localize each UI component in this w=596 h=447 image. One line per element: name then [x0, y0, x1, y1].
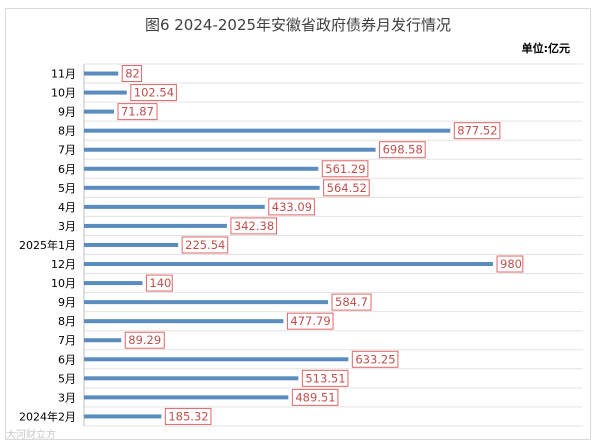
category-label: 10月: [51, 277, 76, 290]
data-label: 102.54: [134, 86, 174, 100]
data-label: 185.32: [168, 409, 208, 423]
bar: [84, 319, 284, 324]
bar: [84, 262, 494, 267]
category-label: 6月: [58, 353, 76, 366]
bar: [84, 338, 122, 343]
category-label: 3月: [58, 391, 76, 404]
category-label: 2025年1月: [19, 238, 76, 252]
bar: [84, 223, 227, 228]
data-label: 584.7: [335, 295, 368, 309]
watermark: 大河财立方: [6, 430, 56, 441]
bar: [84, 414, 162, 419]
bar: [84, 90, 127, 95]
category-label: 2024年2月: [19, 409, 76, 423]
data-label: 561.29: [325, 162, 365, 176]
data-label: 82: [125, 67, 140, 81]
category-label: 9月: [58, 106, 76, 119]
data-label-box: [230, 217, 278, 235]
bar: [84, 185, 320, 190]
data-label-box: [379, 141, 426, 159]
data-label-box: [268, 198, 315, 216]
category-label: 3月: [58, 220, 76, 233]
bar: [84, 128, 451, 133]
category-label: 11月: [51, 68, 76, 81]
bar: [84, 109, 114, 114]
data-label: 89.29: [128, 333, 161, 347]
bar: [84, 242, 179, 247]
bar: [84, 357, 349, 362]
data-label-box: [181, 236, 229, 254]
bar: [84, 166, 319, 171]
category-label: 9月: [58, 296, 76, 309]
bar: [84, 147, 376, 152]
data-label: 225.54: [185, 238, 225, 252]
data-label: 140: [149, 276, 171, 290]
data-label-box: [145, 274, 173, 292]
category-label: 8月: [58, 315, 76, 328]
data-label: 698.58: [383, 143, 423, 157]
data-label: 633.25: [355, 352, 395, 366]
bar: [84, 281, 143, 286]
bar: [84, 300, 329, 305]
category-label: 5月: [58, 372, 76, 385]
data-label-box: [496, 255, 524, 273]
data-label-box: [321, 160, 369, 178]
unit-label: 单位:亿元: [521, 42, 570, 55]
category-label: 7月: [58, 144, 76, 157]
bar: [84, 71, 119, 76]
data-label-box: [301, 369, 349, 387]
data-label-box: [130, 84, 177, 102]
category-label: 4月: [58, 201, 76, 214]
data-label: 342.38: [234, 219, 274, 233]
data-label: 877.52: [457, 124, 497, 138]
category-label: 6月: [58, 163, 76, 176]
category-label: 12月: [51, 258, 76, 271]
data-label-box: [351, 350, 399, 368]
category-label: 7月: [58, 334, 76, 347]
data-label-box: [117, 103, 158, 121]
data-label: 489.51: [295, 390, 335, 404]
data-label-box: [121, 65, 142, 83]
category-label: 8月: [58, 125, 76, 138]
data-label-box: [323, 179, 370, 197]
bar: [84, 204, 265, 209]
category-label: 10月: [51, 87, 76, 100]
data-label: 477.79: [290, 314, 330, 328]
data-label-box: [331, 293, 372, 311]
data-label-box: [291, 388, 339, 406]
data-label: 513.51: [305, 371, 345, 385]
data-label: 564.52: [327, 181, 367, 195]
data-label-box: [453, 122, 501, 140]
bar: [84, 376, 299, 381]
chart-title: 图6 2024-2025年安徽省政府债券月发行情况: [144, 16, 452, 34]
data-label: 71.87: [121, 105, 154, 119]
data-label-box: [286, 312, 334, 330]
data-label: 980: [500, 257, 522, 271]
data-label: 433.09: [272, 200, 312, 214]
data-label-box: [164, 407, 212, 425]
category-label: 5月: [58, 182, 76, 195]
data-label-box: [124, 331, 165, 349]
bar: [84, 395, 289, 400]
